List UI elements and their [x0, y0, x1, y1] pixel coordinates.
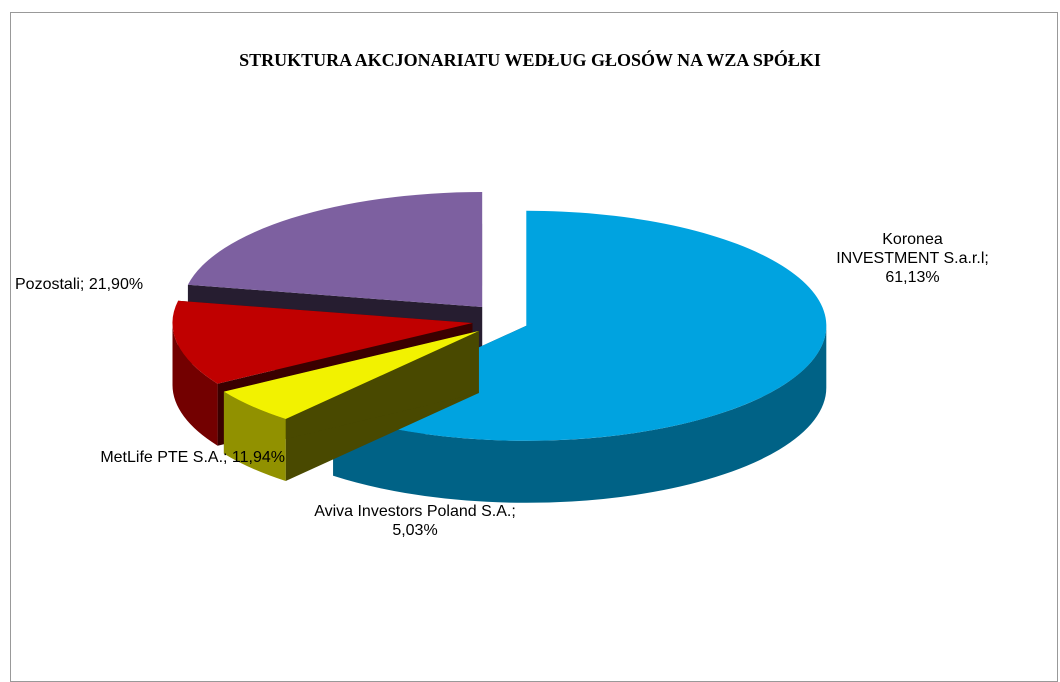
data-label: Pozostali; 21,90%	[15, 275, 215, 294]
chart-title: STRUKTURA AKCJONARIATU WEDŁUG GŁOSÓW NA …	[0, 50, 1060, 71]
data-label: Koronea INVESTMENT S.a.r.l; 61,13%	[835, 230, 990, 287]
data-label: Aviva Investors Poland S.A.; 5,03%	[310, 502, 520, 540]
data-label: MetLife PTE S.A.; 11,94%	[100, 448, 285, 467]
